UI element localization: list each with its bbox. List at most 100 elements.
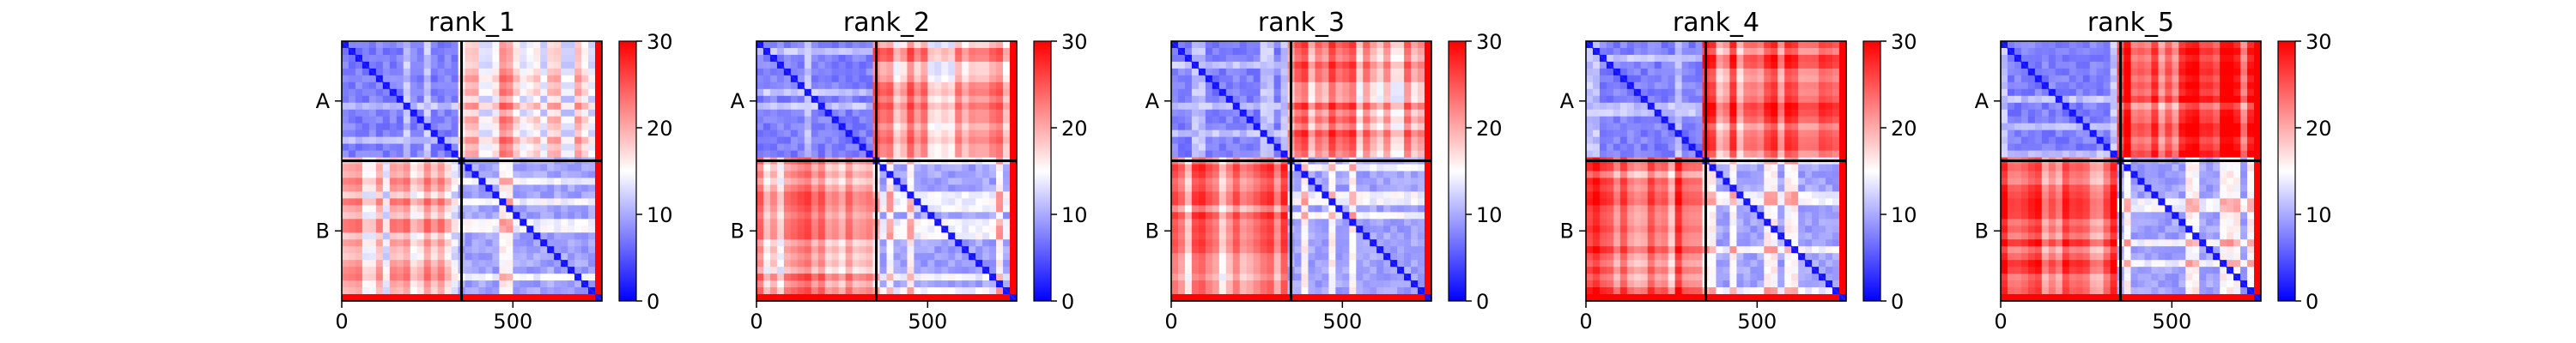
heatmap-cell xyxy=(886,212,895,220)
heatmap-cell xyxy=(920,143,928,152)
heatmap-cell xyxy=(342,287,349,295)
heatmap-cell xyxy=(1239,150,1248,159)
heatmap-cell xyxy=(1315,219,1323,226)
heatmap-cell xyxy=(437,68,446,76)
heatmap-cell xyxy=(852,41,860,49)
heatmap-cell xyxy=(1619,41,1628,49)
heatmap-cell xyxy=(382,54,391,63)
heatmap-cell xyxy=(1750,102,1758,111)
heatmap-cell xyxy=(382,95,391,104)
heatmap-cell xyxy=(1205,143,1213,152)
heatmap-cell xyxy=(838,212,847,220)
heatmap-cell xyxy=(1171,88,1179,97)
heatmap-cell xyxy=(581,116,589,124)
heatmap-cell xyxy=(368,164,377,172)
heatmap-cell xyxy=(886,184,895,193)
heatmap-cell xyxy=(982,102,990,111)
heatmap-cell xyxy=(762,191,771,199)
heatmap-cell xyxy=(1010,47,1018,56)
heatmap-cell xyxy=(410,239,418,247)
heatmap-cell xyxy=(1586,116,1594,124)
heatmap-cell xyxy=(396,226,404,233)
heatmap-cell xyxy=(914,88,921,97)
heatmap-cell xyxy=(831,81,840,90)
heatmap-cell xyxy=(1826,54,1833,63)
heatmap-cell xyxy=(581,205,589,213)
heatmap-cell xyxy=(927,239,935,247)
heatmap-cell xyxy=(955,129,963,138)
heatmap-cell xyxy=(1273,205,1282,213)
heatmap-cell xyxy=(568,171,575,179)
heatmap-cell xyxy=(1335,246,1343,254)
heatmap-cell xyxy=(1633,136,1642,145)
heatmap-cell xyxy=(1328,68,1336,76)
heatmap-cell xyxy=(900,143,908,152)
heatmap-cell xyxy=(1246,274,1255,281)
heatmap-cell xyxy=(1757,116,1765,124)
heatmap-cell xyxy=(1198,164,1206,172)
heatmap-cell xyxy=(361,143,370,152)
heatmap-cell xyxy=(920,184,928,193)
heatmap-cell xyxy=(893,219,902,226)
heatmap-cell xyxy=(969,205,976,213)
heatmap-cell xyxy=(1315,267,1323,274)
heatmap-cell xyxy=(811,41,819,49)
heatmap-cell xyxy=(920,219,928,226)
heatmap-cell xyxy=(1239,75,1248,83)
heatmap-cell xyxy=(762,246,771,254)
heatmap-cell xyxy=(811,109,819,117)
heatmap-cell xyxy=(817,75,826,83)
heatmap-cell xyxy=(581,239,589,247)
heatmap-cell xyxy=(1613,75,1621,83)
heatmap-cell xyxy=(1736,143,1744,152)
heatmap-cell xyxy=(852,267,860,274)
heatmap-cell xyxy=(769,287,778,295)
heatmap-cell xyxy=(1349,253,1357,261)
heatmap-cell xyxy=(430,81,439,90)
heatmap-cell xyxy=(927,47,935,56)
heatmap-cell xyxy=(817,109,826,117)
heatmap-cell xyxy=(492,129,500,138)
heatmap-cell xyxy=(962,198,969,206)
heatmap-cell xyxy=(1198,102,1206,111)
heatmap-cell xyxy=(1273,219,1282,226)
heatmap-cell xyxy=(1771,75,1778,83)
heatmap-cell xyxy=(1383,136,1391,145)
heatmap-cell xyxy=(1743,95,1751,104)
heatmap-cell xyxy=(900,178,908,186)
heatmap-cell xyxy=(1370,205,1377,213)
heatmap-cell xyxy=(533,205,541,213)
heatmap-cell xyxy=(1411,136,1419,145)
heatmap-cell xyxy=(1647,88,1656,97)
heatmap-cell xyxy=(547,205,555,213)
heatmap-cell xyxy=(1418,253,1425,261)
heatmap-cell xyxy=(1212,246,1220,254)
heatmap-cell xyxy=(561,54,568,63)
heatmap-cell xyxy=(423,239,432,247)
heatmap-cell xyxy=(1633,68,1642,76)
heatmap-cell xyxy=(581,123,589,131)
heatmap-cell xyxy=(1397,109,1405,117)
heatmap-cell xyxy=(1619,47,1628,56)
heatmap-cell xyxy=(485,81,494,90)
heatmap-cell xyxy=(920,88,928,97)
heatmap-cell xyxy=(1198,88,1206,97)
heatmap-cell xyxy=(989,191,997,199)
heatmap-cell xyxy=(1171,47,1179,56)
heatmap-cell xyxy=(382,150,391,159)
heatmap-cell xyxy=(769,219,778,226)
heatmap-cell xyxy=(797,212,805,220)
heatmap-cell xyxy=(1805,129,1813,138)
heatmap-cell xyxy=(1640,102,1649,111)
heatmap-cell xyxy=(1777,116,1785,124)
heatmap-cell xyxy=(817,280,826,288)
heatmap-cell xyxy=(838,61,847,69)
heatmap-cell xyxy=(437,150,446,159)
heatmap-cell xyxy=(1425,164,1432,172)
heatmap-cell xyxy=(361,267,370,274)
heatmap-cell xyxy=(513,184,520,193)
heatmap-cell xyxy=(920,116,928,124)
heatmap-cell xyxy=(1205,232,1213,240)
heatmap-cell xyxy=(1363,123,1370,131)
heatmap-cell xyxy=(1654,123,1662,131)
